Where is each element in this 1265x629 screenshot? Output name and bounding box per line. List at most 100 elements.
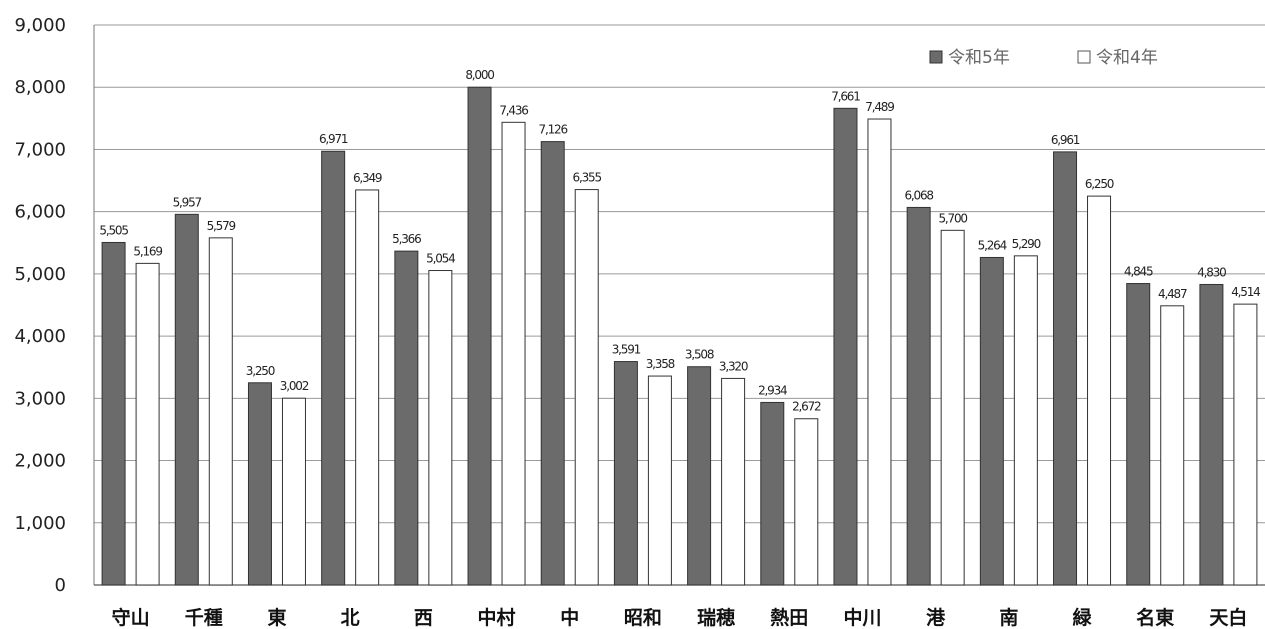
y-tick-label: 4,000 [14,326,66,347]
bar [355,189,380,586]
x-tick-label: 西 [414,607,433,629]
legend-swatch [929,50,943,64]
data-label: 7,436 [499,103,528,117]
x-tick-label: 中 [560,606,579,629]
bar [247,382,272,586]
data-label: 4,845 [1124,265,1153,279]
data-label: 5,290 [1012,237,1041,251]
x-tick-label: 守山 [112,606,150,629]
bar [1013,255,1038,586]
x-axis-tick-labels: 守山 千種 東 北 西 中村 中 昭和 瑞穂 熱田 中川 港 南 緑 名東 天白 [112,606,1248,629]
bar [208,237,233,586]
data-label: 7,126 [539,123,568,137]
bar [1053,151,1078,586]
data-label: 6,250 [1085,177,1114,191]
data-label: 8,000 [465,68,494,82]
bar [574,189,599,586]
bar [906,206,931,586]
y-tick-label: 8,000 [14,77,66,98]
x-tick-label: 名東 [1136,606,1174,629]
x-tick-label: 南 [999,607,1018,629]
data-label: 5,957 [173,195,202,209]
bars [101,86,1258,586]
data-label: 3,591 [612,343,641,357]
data-label: 6,068 [904,188,933,202]
data-label: 3,358 [646,357,675,371]
data-labels: 5,505 5,169 5,957 5,579 3,250 3,002 6,971 6,349… [99,68,1261,414]
bar [647,375,672,586]
x-tick-label: 千種 [185,607,223,629]
data-label: 5,054 [426,252,455,266]
bar [174,213,199,586]
data-label: 5,264 [978,238,1007,252]
y-tick-label: 6,000 [14,202,66,223]
bar [501,121,526,586]
data-label: 7,661 [831,89,860,103]
y-tick-label: 9,000 [14,15,66,36]
bar [613,361,638,586]
x-tick-label: 中川 [843,606,881,629]
x-tick-label: 熱田 [770,606,808,629]
data-label: 5,366 [392,232,421,246]
bar [940,229,965,586]
bar [979,256,1004,586]
data-label: 6,971 [319,132,348,146]
data-label: 4,830 [1197,265,1226,279]
bar [467,86,492,586]
bar [321,150,346,586]
x-tick-label: 北 [341,607,360,629]
x-tick-label: 緑 [1073,606,1093,629]
bar [1087,195,1112,586]
legend-label: 令和5年 [948,48,1010,68]
data-label: 7,489 [865,100,894,114]
y-tick-label: 3,000 [14,388,66,409]
bar [135,262,160,586]
x-tick-label: 港 [926,607,946,629]
x-tick-label: 中村 [478,606,516,629]
y-tick-label: 1,000 [14,513,66,534]
bar [1233,303,1258,586]
bar [540,141,565,586]
data-label: 6,355 [573,171,602,185]
data-label: 2,934 [758,383,787,397]
data-label: 4,487 [1158,287,1187,301]
y-axis-tick-labels: 0 1,000 2,000 3,000 4,000 5,000 6,000 7,000 8,00… [14,15,66,596]
y-tick-label: 5,000 [14,264,66,285]
bar [794,418,819,586]
x-tick-label: 東 [267,606,286,629]
bar [428,270,453,586]
bar [867,118,892,586]
legend-swatch [1077,50,1091,64]
x-tick-label: 瑞穂 [697,606,735,629]
data-label: 5,169 [133,244,162,258]
data-label: 6,349 [353,171,382,185]
data-label: 3,508 [685,348,714,362]
y-tick-label: 7,000 [14,139,66,160]
y-tick-label: 2,000 [14,451,66,472]
legend-label: 令和4年 [1096,48,1158,68]
bar [1126,283,1151,586]
data-label: 5,700 [938,211,967,225]
data-label: 2,672 [792,400,821,414]
data-label: 4,514 [1231,285,1260,299]
data-label: 6,961 [1051,133,1080,147]
x-tick-label: 昭和 [624,606,662,629]
data-label: 3,002 [280,379,309,393]
bar [833,107,858,586]
data-label: 3,250 [246,364,275,378]
data-label: 3,320 [719,359,748,373]
x-tick-label: 天白 [1209,606,1247,629]
bar [721,377,746,586]
y-tick-label: 0 [55,575,66,596]
bar [687,366,712,586]
bar [1199,283,1224,586]
bar [760,401,785,586]
bar [1160,305,1185,586]
bar [101,241,126,586]
data-label: 5,579 [207,219,236,233]
legend: 令和5年 令和4年 [929,48,1158,68]
data-label: 5,505 [99,223,128,237]
bar [394,250,419,586]
bar [281,397,306,586]
